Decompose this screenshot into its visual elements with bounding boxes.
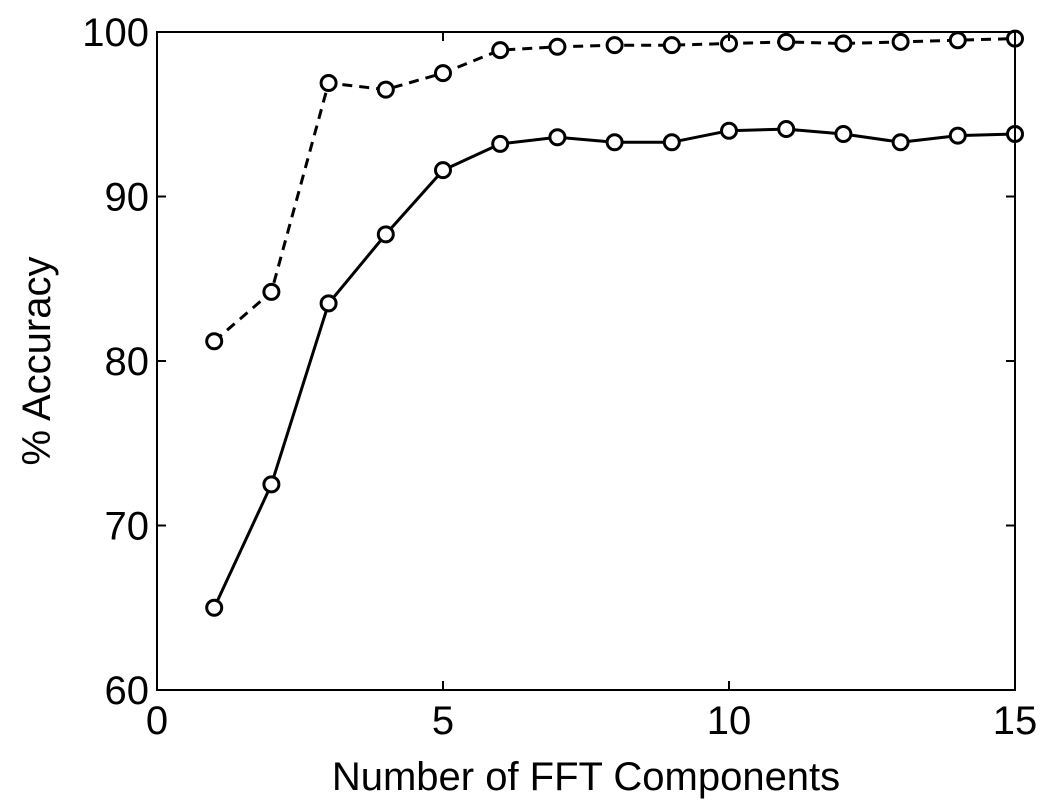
y-tick-label: 70 — [105, 505, 150, 549]
x-tick-label: 15 — [993, 699, 1038, 743]
series-1-point — [891, 32, 910, 51]
series-1-point — [434, 64, 452, 83]
series-2-point — [720, 121, 738, 140]
series-1-point — [376, 80, 395, 99]
series-2-point — [605, 133, 624, 152]
x-tick-label: 0 — [146, 699, 168, 743]
series-1-point — [319, 73, 338, 92]
series-1-point — [834, 34, 853, 53]
y-tick-label: 80 — [105, 340, 150, 384]
y-tick-label: 90 — [105, 176, 150, 220]
series-2-point — [319, 294, 338, 313]
series-2-point — [434, 161, 452, 180]
series-2-point — [205, 598, 224, 617]
series-1-point — [205, 332, 224, 351]
series-2-point — [834, 124, 853, 143]
x-tick-label: 10 — [707, 699, 752, 743]
series-2-point — [777, 120, 796, 139]
series-2-point — [376, 225, 395, 244]
series-1-point — [548, 37, 567, 56]
series-1-point — [491, 41, 510, 60]
series-2-point — [948, 126, 967, 145]
series-2-point — [262, 475, 281, 494]
series-1-point — [662, 36, 681, 55]
series-2-point — [491, 134, 510, 153]
series-1-point — [777, 32, 796, 51]
axis-ticks: 0 5 10 15 60 70 80 90 100 — [82, 11, 1037, 743]
chart-marks — [205, 29, 1024, 617]
series-2-point — [662, 133, 681, 152]
y-tick-label: 60 — [105, 669, 150, 713]
x-axis-label: Number of FFT Components — [332, 755, 840, 799]
y-tick-label: 100 — [82, 11, 149, 55]
y-axis-label: % Accuracy — [15, 257, 59, 466]
series-2-point — [891, 133, 910, 152]
series-1-point — [605, 36, 624, 55]
series-1-point — [948, 31, 967, 50]
x-tick-label: 5 — [432, 699, 454, 743]
series-2-point — [548, 128, 567, 147]
series-1-point — [262, 282, 281, 301]
plot-area — [157, 32, 1015, 690]
